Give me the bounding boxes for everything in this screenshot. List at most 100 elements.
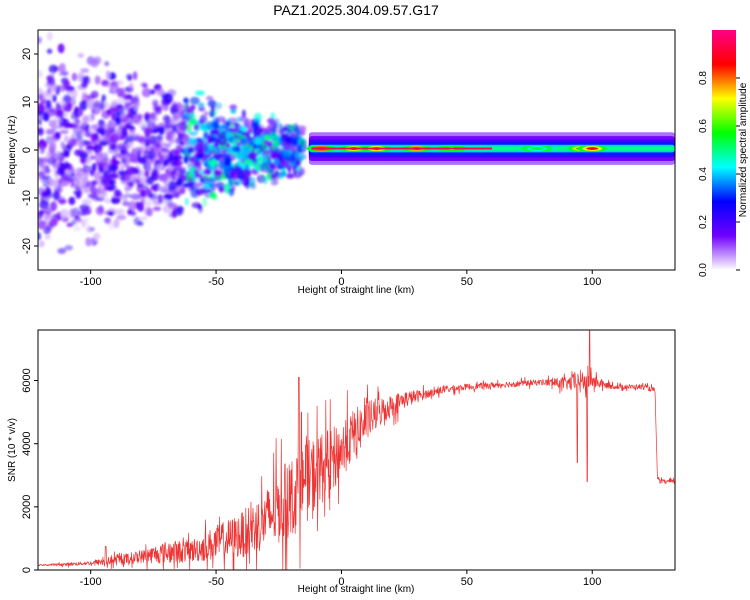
- spectrogram-cell: [63, 80, 71, 89]
- spectrogram-cell: [52, 179, 59, 188]
- spectrogram-cell: [68, 196, 76, 206]
- spectrogram-cell: [202, 197, 207, 207]
- spectrogram-cell: [109, 126, 114, 132]
- spectrogram-cell: [189, 118, 198, 126]
- spectrogram-cell: [188, 131, 198, 136]
- spectrogram-cell: [91, 191, 100, 202]
- spectrogram-cell: [170, 158, 177, 167]
- spectrogram-cell: [46, 48, 53, 54]
- spectrogram-cell: [158, 153, 164, 163]
- spectrogram-x-tick-label: -50: [208, 276, 224, 288]
- spectrogram-cell: [80, 68, 90, 73]
- spectrogram-cell: [107, 72, 117, 81]
- spectrogram-cell: [218, 159, 225, 170]
- spectrogram-cell: [199, 114, 208, 124]
- spectrogram-cell: [129, 171, 137, 181]
- spectrogram-cell: [113, 189, 121, 197]
- spectrogram-x-tick-label: 50: [461, 276, 473, 288]
- spectrogram-cell: [38, 119, 42, 126]
- spectrogram-cell: [55, 109, 65, 119]
- spectrogram-cell: [122, 158, 131, 169]
- spectrogram-cell: [175, 165, 183, 171]
- spectrogram-cell: [212, 194, 218, 201]
- colorbar-gradient: [712, 30, 736, 270]
- spectrogram-cell: [144, 170, 150, 178]
- spectrogram-cell: [62, 150, 70, 158]
- spectrogram-cell: [91, 162, 97, 173]
- spectrogram-cell: [57, 179, 67, 188]
- spectrogram-cell: [198, 107, 206, 112]
- spectrogram-cell: [285, 173, 295, 179]
- spectrogram-cell: [76, 217, 83, 223]
- spectrogram-cell: [50, 201, 58, 212]
- spectrogram-cell: [203, 142, 209, 152]
- spectrogram-cell: [99, 140, 108, 147]
- spectrogram-cell: [280, 149, 291, 158]
- spectrogram-cell: [236, 160, 243, 166]
- spectrogram-cell: [250, 182, 257, 190]
- spectrogram-cell: [194, 90, 205, 96]
- spectrogram-y-tick-label: 10: [21, 96, 33, 108]
- spectrogram-cell: [193, 160, 202, 168]
- spectrogram-cell: [38, 210, 43, 221]
- spectrogram-y-label: Frequency (Hz): [7, 116, 18, 185]
- spectrogram-cell: [100, 174, 108, 184]
- spectrogram-y-tick-label: 0: [21, 147, 33, 153]
- spectrogram-blobs: [38, 31, 308, 255]
- spectrogram-cell: [234, 117, 244, 123]
- spectrogram-cell: [143, 198, 154, 206]
- spectrogram-cell: [126, 73, 133, 80]
- spectrogram-cell: [268, 162, 276, 170]
- spectrogram-cell: [156, 134, 164, 142]
- spectrogram-cell: [175, 144, 182, 155]
- spectrogram-cell: [191, 202, 202, 209]
- spectrogram-cell: [66, 89, 73, 95]
- spectrogram-cell: [154, 140, 161, 148]
- spectrogram-cell: [228, 187, 235, 197]
- spectrogram-cell: [300, 126, 307, 132]
- spectrogram-x-tick-label: 0: [338, 276, 344, 288]
- spectrogram-cell: [57, 166, 62, 176]
- spectrogram-cell: [83, 176, 89, 183]
- spectrogram-cell: [245, 145, 251, 155]
- spectrogram-cell: [90, 132, 97, 143]
- spectrogram-cell: [111, 87, 117, 96]
- spectrogram-cell: [255, 138, 265, 145]
- spectrogram-cell: [299, 139, 305, 148]
- spectrogram-cell: [152, 206, 162, 212]
- spectrogram-cell: [193, 182, 203, 188]
- spectrogram-cell: [135, 169, 143, 176]
- spectrogram-cell: [62, 70, 69, 76]
- spectrogram-cell: [187, 184, 194, 193]
- spectrogram-cell: [172, 138, 180, 144]
- snr-x-tick-label: 100: [583, 576, 601, 588]
- spectrogram-cell: [38, 232, 42, 241]
- spectrogram-cell: [273, 140, 279, 147]
- spectrogram-cell: [207, 99, 217, 108]
- spectrogram-cell: [38, 240, 45, 248]
- spectrogram-cell: [144, 127, 152, 137]
- spectrogram-cell: [63, 163, 73, 171]
- colorbar-label: Normalized spectral amplitude: [738, 82, 749, 217]
- spectrogram-cell: [89, 155, 97, 160]
- snr-x-label: Height of straight line (km): [298, 584, 415, 595]
- spectrogram-cell: [140, 189, 147, 198]
- spectrogram-cell: [236, 172, 241, 180]
- spectrogram-cell: [120, 144, 126, 151]
- spectrogram-cell: [49, 74, 55, 83]
- spectrogram-cell: [294, 151, 300, 159]
- spectrogram-cell: [82, 114, 89, 125]
- spectrogram-cell: [122, 200, 130, 207]
- spectrogram-cell: [181, 166, 187, 175]
- spectrogram-cell: [92, 102, 100, 109]
- spectrogram-cell: [118, 170, 128, 176]
- spectrogram-cell: [47, 82, 58, 92]
- spectrogram-cell: [108, 221, 115, 230]
- spectrogram-cell: [58, 63, 66, 73]
- spectrogram-cell: [59, 129, 69, 134]
- spectrogram-cell: [139, 216, 148, 221]
- spectrogram-cell: [204, 121, 213, 130]
- spectrogram-cell: [38, 128, 44, 135]
- spectrogram-cell: [46, 31, 53, 41]
- spectrogram-cell: [261, 142, 268, 151]
